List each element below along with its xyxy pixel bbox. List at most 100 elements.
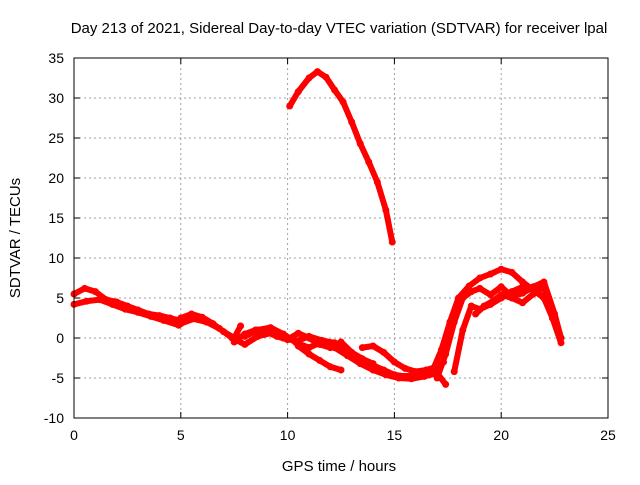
data-point: [305, 74, 313, 82]
data-point: [358, 344, 366, 352]
y-tick-label: 30: [48, 90, 64, 106]
series-satellite-arc-13: [472, 283, 556, 322]
data-point: [369, 366, 377, 374]
data-point: [487, 291, 495, 299]
data-point: [412, 368, 420, 376]
data-point: [356, 140, 364, 148]
data-point: [121, 305, 129, 313]
data-point: [267, 324, 275, 332]
data-point: [450, 368, 458, 376]
data-point: [401, 364, 409, 372]
data-point: [314, 68, 322, 76]
data-point: [331, 344, 339, 352]
data-point: [519, 289, 527, 297]
x-tick-label: 15: [387, 427, 403, 443]
data-point: [369, 342, 377, 350]
data-point: [331, 86, 339, 94]
data-point: [96, 296, 104, 304]
data-point: [241, 332, 249, 340]
x-tick-label: 5: [177, 427, 185, 443]
data-point: [365, 158, 373, 166]
data-point: [81, 284, 89, 292]
data-point: [480, 302, 488, 310]
series-satellite-arc-6: [241, 324, 450, 388]
data-point: [467, 302, 475, 310]
y-tick-label: -10: [44, 410, 64, 426]
series-line: [286, 68, 396, 245]
data-point: [442, 350, 450, 358]
data-point: [476, 284, 484, 292]
data-point: [519, 299, 527, 307]
data-point: [472, 310, 480, 318]
data-point: [160, 316, 168, 324]
data-point: [420, 372, 428, 380]
data-point: [450, 318, 458, 326]
data-point: [230, 338, 238, 346]
plot-frame: [73, 57, 609, 419]
data-point: [294, 342, 302, 350]
y-tick-label: -5: [52, 370, 65, 386]
data-point: [305, 334, 313, 342]
data-point: [343, 352, 351, 360]
data-point: [407, 375, 415, 383]
data-point: [237, 322, 245, 330]
data-point: [508, 268, 516, 276]
data-point: [508, 294, 516, 302]
series-satellite-arc-7: [294, 342, 345, 374]
data-series: [70, 68, 565, 388]
y-tick-label: 15: [48, 210, 64, 226]
data-point: [348, 118, 356, 126]
x-tick-label: 20: [493, 427, 509, 443]
data-point: [429, 366, 437, 374]
data-point: [459, 294, 467, 302]
y-tick-label: 35: [48, 50, 64, 66]
data-point: [467, 288, 475, 296]
data-point: [177, 320, 185, 328]
data-point: [356, 360, 364, 368]
data-point: [442, 380, 450, 388]
y-axis-label: SDTVAR / TECUs: [7, 178, 24, 298]
series-satellite-arc-1: [70, 284, 183, 324]
data-point: [134, 308, 142, 316]
data-point: [147, 312, 155, 320]
data-point: [519, 283, 527, 291]
data-point: [557, 334, 565, 342]
data-point: [215, 324, 223, 332]
data-point: [382, 206, 390, 214]
data-point: [388, 238, 396, 246]
data-point: [318, 338, 326, 346]
data-point: [540, 278, 548, 286]
data-point: [322, 73, 330, 81]
data-point: [91, 288, 99, 296]
series-satellite-arc-2: [70, 296, 183, 329]
series-satellite-arc-8: [358, 342, 441, 376]
data-point: [489, 297, 497, 305]
x-axis-label: GPS time / hours: [282, 458, 396, 475]
series-satellite-arc-4: [177, 315, 377, 368]
data-point: [202, 318, 210, 326]
data-point: [294, 329, 302, 337]
data-point: [294, 88, 302, 96]
data-point: [326, 363, 334, 371]
data-point: [190, 315, 198, 323]
y-tick-label: 25: [48, 130, 64, 146]
data-point: [382, 371, 390, 379]
y-tick-label: 10: [48, 250, 64, 266]
data-point: [519, 278, 527, 286]
x-tick-label: 0: [70, 427, 78, 443]
data-point: [497, 283, 505, 291]
data-point: [476, 274, 484, 282]
data-point: [433, 374, 441, 382]
data-point: [497, 265, 505, 273]
data-point: [465, 282, 473, 290]
data-point: [337, 366, 345, 374]
data-point: [373, 178, 381, 186]
data-point: [286, 102, 294, 110]
data-point: [497, 291, 505, 299]
data-point: [83, 297, 91, 305]
y-tick-label: 20: [48, 170, 64, 186]
data-point: [422, 366, 430, 374]
grid-lines: [74, 58, 608, 418]
